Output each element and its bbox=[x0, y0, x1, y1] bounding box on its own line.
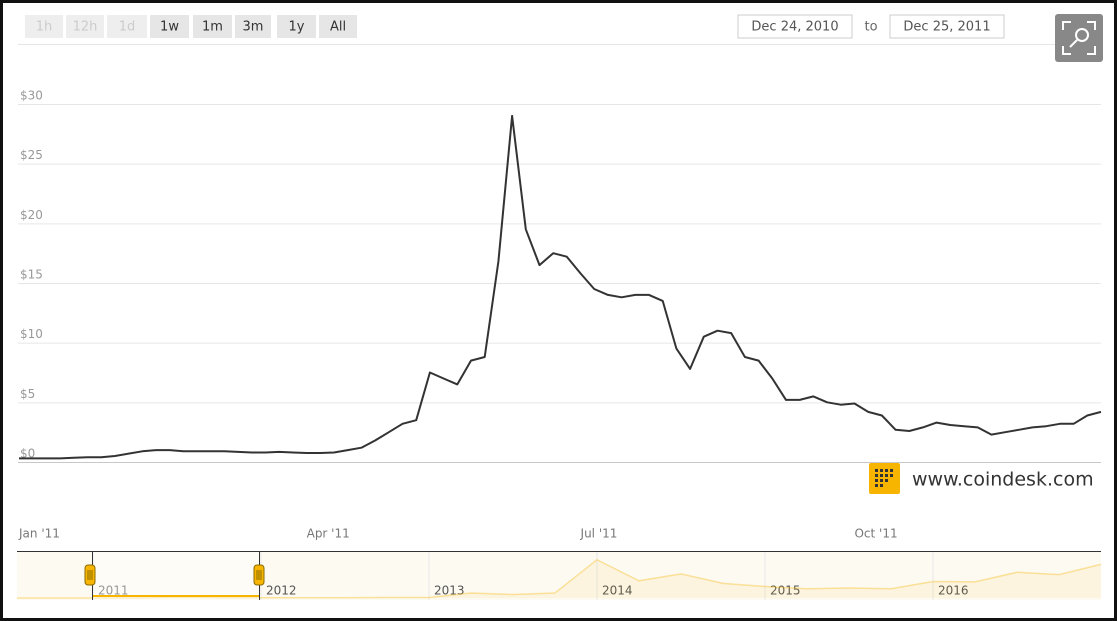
range-button[interactable] bbox=[150, 15, 189, 38]
navigator-area bbox=[17, 559, 1101, 598]
range-button bbox=[107, 15, 147, 38]
navigator-year-label: 2011 bbox=[98, 584, 129, 598]
y-tick-label: $15 bbox=[20, 267, 43, 281]
range-button bbox=[66, 15, 104, 38]
navigator-handle-grip bbox=[256, 570, 262, 580]
y-tick-label: $5 bbox=[20, 387, 35, 401]
navigator-year-label: 2012 bbox=[266, 584, 297, 598]
date-to: Dec 25, 2011 bbox=[903, 20, 990, 35]
x-tick-label: Jul '11 bbox=[580, 527, 618, 541]
navigator-bg bbox=[17, 551, 1101, 600]
y-tick-label: $30 bbox=[20, 88, 43, 102]
x-tick-label: Oct '11 bbox=[854, 527, 897, 541]
navigator-line bbox=[17, 558, 1101, 599]
fullscreen-button[interactable] bbox=[1055, 14, 1103, 62]
range-button[interactable] bbox=[193, 15, 232, 38]
range-button-label: 1m bbox=[202, 20, 223, 35]
navigator-year-label: 2013 bbox=[434, 584, 465, 598]
navigator-selection bbox=[92, 551, 259, 600]
date-to-input[interactable] bbox=[889, 14, 1005, 39]
range-button[interactable] bbox=[277, 15, 316, 38]
logo-mark bbox=[869, 463, 900, 494]
y-tick-label: $10 bbox=[20, 327, 43, 341]
price-line bbox=[19, 114, 1102, 460]
range-button-label: 1w bbox=[160, 20, 179, 35]
watermark: www.coindesk.com bbox=[912, 469, 1094, 491]
fullscreen-icon bbox=[1062, 21, 1096, 55]
range-button-label: 12h bbox=[73, 20, 98, 35]
logo-dots bbox=[875, 469, 893, 487]
x-tick-label: Apr '11 bbox=[307, 527, 350, 541]
range-button-label: All bbox=[330, 20, 346, 35]
range-button[interactable] bbox=[235, 15, 271, 38]
range-button-label: 1y bbox=[289, 20, 305, 35]
range-button[interactable] bbox=[319, 15, 357, 38]
y-tick-label: $0 bbox=[20, 447, 35, 461]
y-tick-label: $20 bbox=[20, 208, 43, 222]
x-tick-label: Jan '11 bbox=[18, 527, 60, 541]
navigator-series bbox=[17, 558, 1101, 599]
range-button-label: 3m bbox=[243, 20, 264, 35]
navigator-year-label: 2015 bbox=[770, 584, 801, 598]
range-button-label: 1d bbox=[119, 20, 136, 35]
navigator-handle-grip bbox=[87, 570, 93, 580]
navigator-year-label: 2016 bbox=[938, 584, 969, 598]
date-to-label: to bbox=[864, 20, 877, 35]
navigator-year-label: 2014 bbox=[602, 584, 633, 598]
date-from: Dec 24, 2010 bbox=[751, 20, 838, 35]
range-button bbox=[25, 15, 63, 38]
range-button-label: 1h bbox=[36, 20, 53, 35]
date-from-input[interactable] bbox=[737, 14, 853, 39]
y-tick-label: $25 bbox=[20, 148, 43, 162]
